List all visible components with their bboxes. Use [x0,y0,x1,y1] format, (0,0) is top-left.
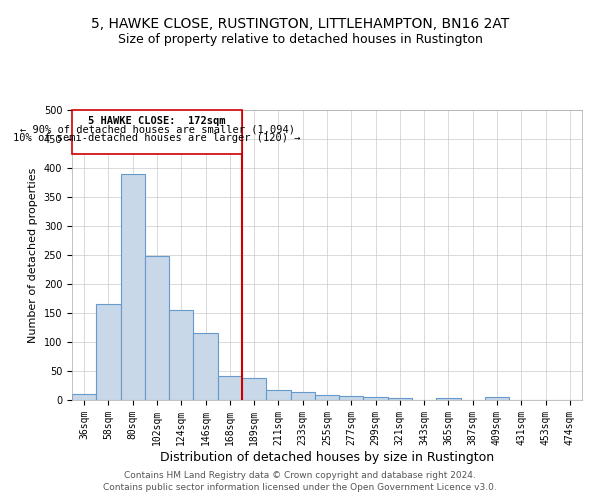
Bar [121,174,145,400]
Text: ← 90% of detached houses are smaller (1,094): ← 90% of detached houses are smaller (1,… [19,124,295,134]
Text: Contains HM Land Registry data © Crown copyright and database right 2024.
Contai: Contains HM Land Registry data © Crown c… [103,471,497,492]
Bar [339,396,364,400]
Text: 5, HAWKE CLOSE, RUSTINGTON, LITTLEHAMPTON, BN16 2AT: 5, HAWKE CLOSE, RUSTINGTON, LITTLEHAMPTO… [91,18,509,32]
Bar [436,398,461,400]
FancyBboxPatch shape [72,110,242,154]
Bar [169,310,193,400]
Bar [72,394,96,400]
Bar [266,390,290,400]
Text: Size of property relative to detached houses in Rustington: Size of property relative to detached ho… [118,32,482,46]
Text: 5 HAWKE CLOSE:  172sqm: 5 HAWKE CLOSE: 172sqm [88,116,226,126]
Bar [485,397,509,400]
Bar [315,396,339,400]
Y-axis label: Number of detached properties: Number of detached properties [28,168,38,342]
Bar [388,398,412,400]
Text: 10% of semi-detached houses are larger (120) →: 10% of semi-detached houses are larger (… [13,133,301,143]
X-axis label: Distribution of detached houses by size in Rustington: Distribution of detached houses by size … [160,450,494,464]
Bar [193,334,218,400]
Bar [242,378,266,400]
Bar [96,304,121,400]
Bar [364,397,388,400]
Bar [290,392,315,400]
Bar [145,256,169,400]
Bar [218,376,242,400]
